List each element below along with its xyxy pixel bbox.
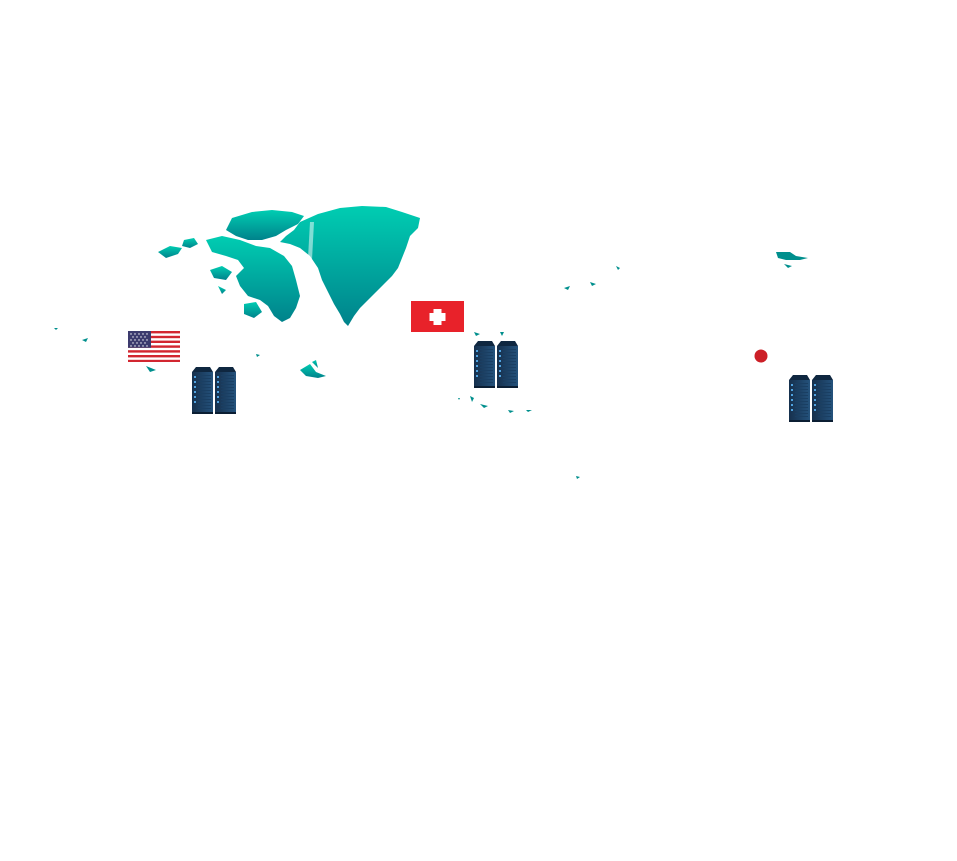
canadian-arctic-archipelago (158, 210, 326, 378)
location-dot[interactable] (754, 349, 768, 363)
switzerland-flag (411, 301, 464, 332)
server-rack-icon[interactable] (474, 341, 518, 388)
greenland-landmass (280, 206, 420, 326)
server-rack-icon[interactable] (192, 367, 236, 414)
server-rack-icon[interactable] (789, 375, 833, 422)
arctic-islands (54, 252, 808, 479)
united-states-flag (128, 331, 180, 362)
